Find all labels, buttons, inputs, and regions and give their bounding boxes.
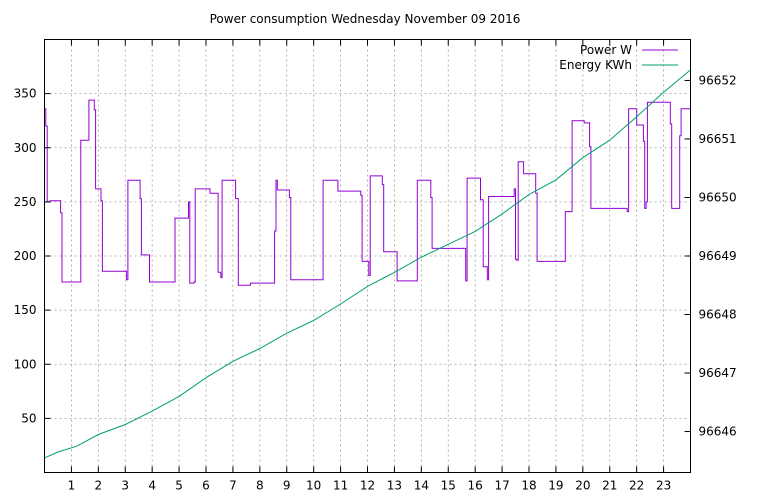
x-tick-label: 17 — [494, 479, 509, 493]
x-tick-label: 21 — [602, 479, 617, 493]
x-tick-label: 15 — [441, 479, 456, 493]
series-lines — [44, 69, 691, 459]
y-right-tick-label: 96649 — [699, 249, 737, 263]
y-left-tick-label: 250 — [14, 195, 37, 209]
x-tick-label: 9 — [283, 479, 291, 493]
y-right-tick-label: 96650 — [699, 190, 737, 204]
x-tick-label: 10 — [306, 479, 321, 493]
x-tick-label: 4 — [148, 479, 156, 493]
series-line-energy — [44, 69, 691, 459]
x-tick-label: 23 — [656, 479, 671, 493]
x-tick-label: 2 — [95, 479, 103, 493]
grid-lines — [44, 39, 691, 473]
y-left-tick-label: 300 — [14, 141, 37, 155]
x-tick-label: 11 — [333, 479, 348, 493]
legend: Power W Energy KWh — [559, 43, 678, 72]
x-tick-label: 14 — [414, 479, 429, 493]
x-tick-label: 7 — [229, 479, 237, 493]
series-line-power — [44, 99, 691, 286]
x-tick-label: 5 — [175, 479, 183, 493]
x-tick-label: 22 — [629, 479, 644, 493]
y-right-tick-label: 96647 — [699, 366, 737, 380]
y-left-tick-label: 150 — [14, 303, 37, 317]
x-tick-label: 1 — [68, 479, 76, 493]
y-right-tick-label: 96646 — [699, 425, 737, 439]
x-tick-label: 8 — [256, 479, 264, 493]
y-right-tick-label: 96651 — [699, 132, 737, 146]
x-tick-label: 16 — [468, 479, 483, 493]
y-left-tick-label: 100 — [14, 357, 37, 371]
x-tick-label: 6 — [202, 479, 210, 493]
x-tick-label: 18 — [521, 479, 536, 493]
x-tick-label: 20 — [575, 479, 590, 493]
y-right-tick-label: 96648 — [699, 308, 737, 322]
x-tick-label: 12 — [360, 479, 375, 493]
y-left-tick-label: 50 — [21, 411, 36, 425]
y-right-tick-label: 96652 — [699, 73, 737, 87]
y-left-tick-label: 350 — [14, 87, 37, 101]
x-tick-label: 13 — [387, 479, 402, 493]
chart-title: Power consumption Wednesday November 09 … — [210, 12, 521, 26]
axis-ticks: 1 2 3 4 5 6 7 8 9 10 11 12 13 14 15 16 17 18 19 20 21 22 23501… — [14, 39, 737, 493]
legend-label-energy: Energy KWh — [559, 58, 632, 72]
x-tick-label: 3 — [121, 479, 129, 493]
x-tick-label: 19 — [548, 479, 563, 493]
y-left-tick-label: 200 — [14, 249, 37, 263]
legend-label-power: Power W — [580, 43, 632, 57]
